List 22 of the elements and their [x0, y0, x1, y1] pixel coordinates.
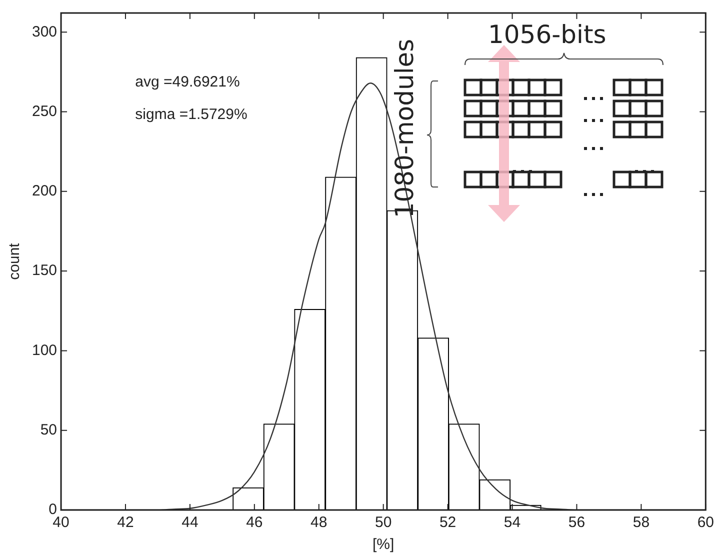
x-tick-label: 52 — [439, 514, 456, 532]
x-tick-label: 44 — [182, 514, 198, 532]
y-tick-label: 100 — [32, 342, 58, 359]
x-tick-label: 42 — [117, 514, 134, 532]
y-tick-label: 50 — [40, 421, 58, 438]
y-tick-label: 300 — [32, 23, 58, 40]
y-tick-label: 150 — [32, 262, 58, 280]
x-tick-label: 54 — [504, 514, 521, 532]
x-tick-label: 46 — [246, 514, 263, 532]
x-tick-label: 60 — [697, 514, 714, 532]
x-tick-label: 48 — [310, 514, 328, 532]
annotation: 1080-modules — [390, 38, 419, 218]
x-tick-label: 58 — [632, 514, 650, 532]
annotation: avg =49.6921% — [135, 74, 240, 91]
x-tick-label: 56 — [568, 514, 586, 532]
annotation: 1056-bits — [488, 20, 606, 49]
y-tick-label: 250 — [32, 102, 58, 120]
x-tick-label: 50 — [375, 514, 392, 532]
y-tick-label: 200 — [32, 182, 58, 200]
annotation: sigma =1.5729% — [135, 106, 248, 124]
x-axis-title: [%] — [372, 536, 394, 554]
y-axis-title: count — [6, 242, 24, 280]
